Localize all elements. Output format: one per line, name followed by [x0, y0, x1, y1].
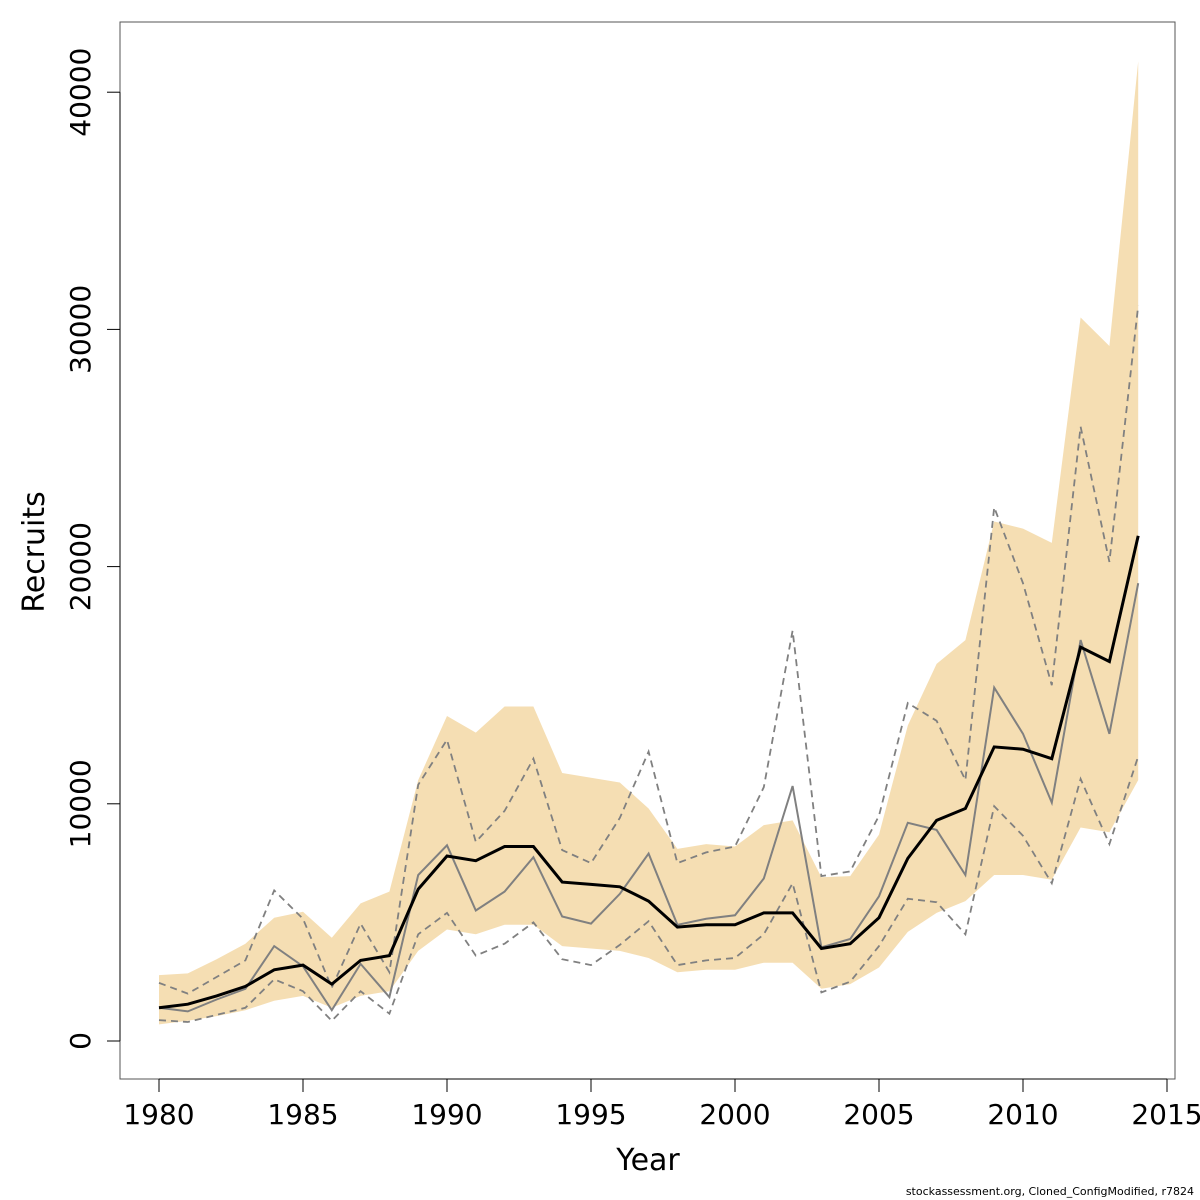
y-tick-label: 0	[64, 1032, 97, 1050]
y-axis-title: Recruits	[17, 491, 52, 613]
x-tick-label: 2005	[843, 1098, 914, 1131]
recruits-estimate-line	[158, 535, 1140, 1010]
y-tick-label: 20000	[64, 522, 97, 611]
credit-text: stockassessment.org, Cloned_ConfigModifi…	[905, 1185, 1194, 1198]
alternate-run-lower-line	[158, 756, 1140, 1023]
x-axis: 1980 1985 1990 1995 2000 2005 2010 2015	[123, 1078, 1200, 1131]
x-tick-label: 2010	[987, 1098, 1058, 1131]
y-tick-label: 40000	[64, 48, 97, 137]
confidence-band	[159, 61, 1139, 1025]
y-tick-label: 30000	[64, 285, 97, 374]
x-tick-label: 1990	[411, 1098, 482, 1131]
x-tick-label: 1980	[123, 1098, 194, 1131]
y-axis: 0 10000 20000 30000 40000	[64, 48, 121, 1050]
x-tick-label: 1995	[555, 1098, 626, 1131]
alternate-run-upper-line	[158, 305, 1140, 995]
x-tick-label: 2015	[1131, 1098, 1200, 1131]
x-axis-title: Year	[615, 1143, 680, 1178]
alternate-run-line	[158, 583, 1140, 1013]
y-tick-label: 10000	[64, 759, 97, 848]
x-tick-label: 2000	[699, 1098, 770, 1131]
x-tick-label: 1985	[267, 1098, 338, 1131]
